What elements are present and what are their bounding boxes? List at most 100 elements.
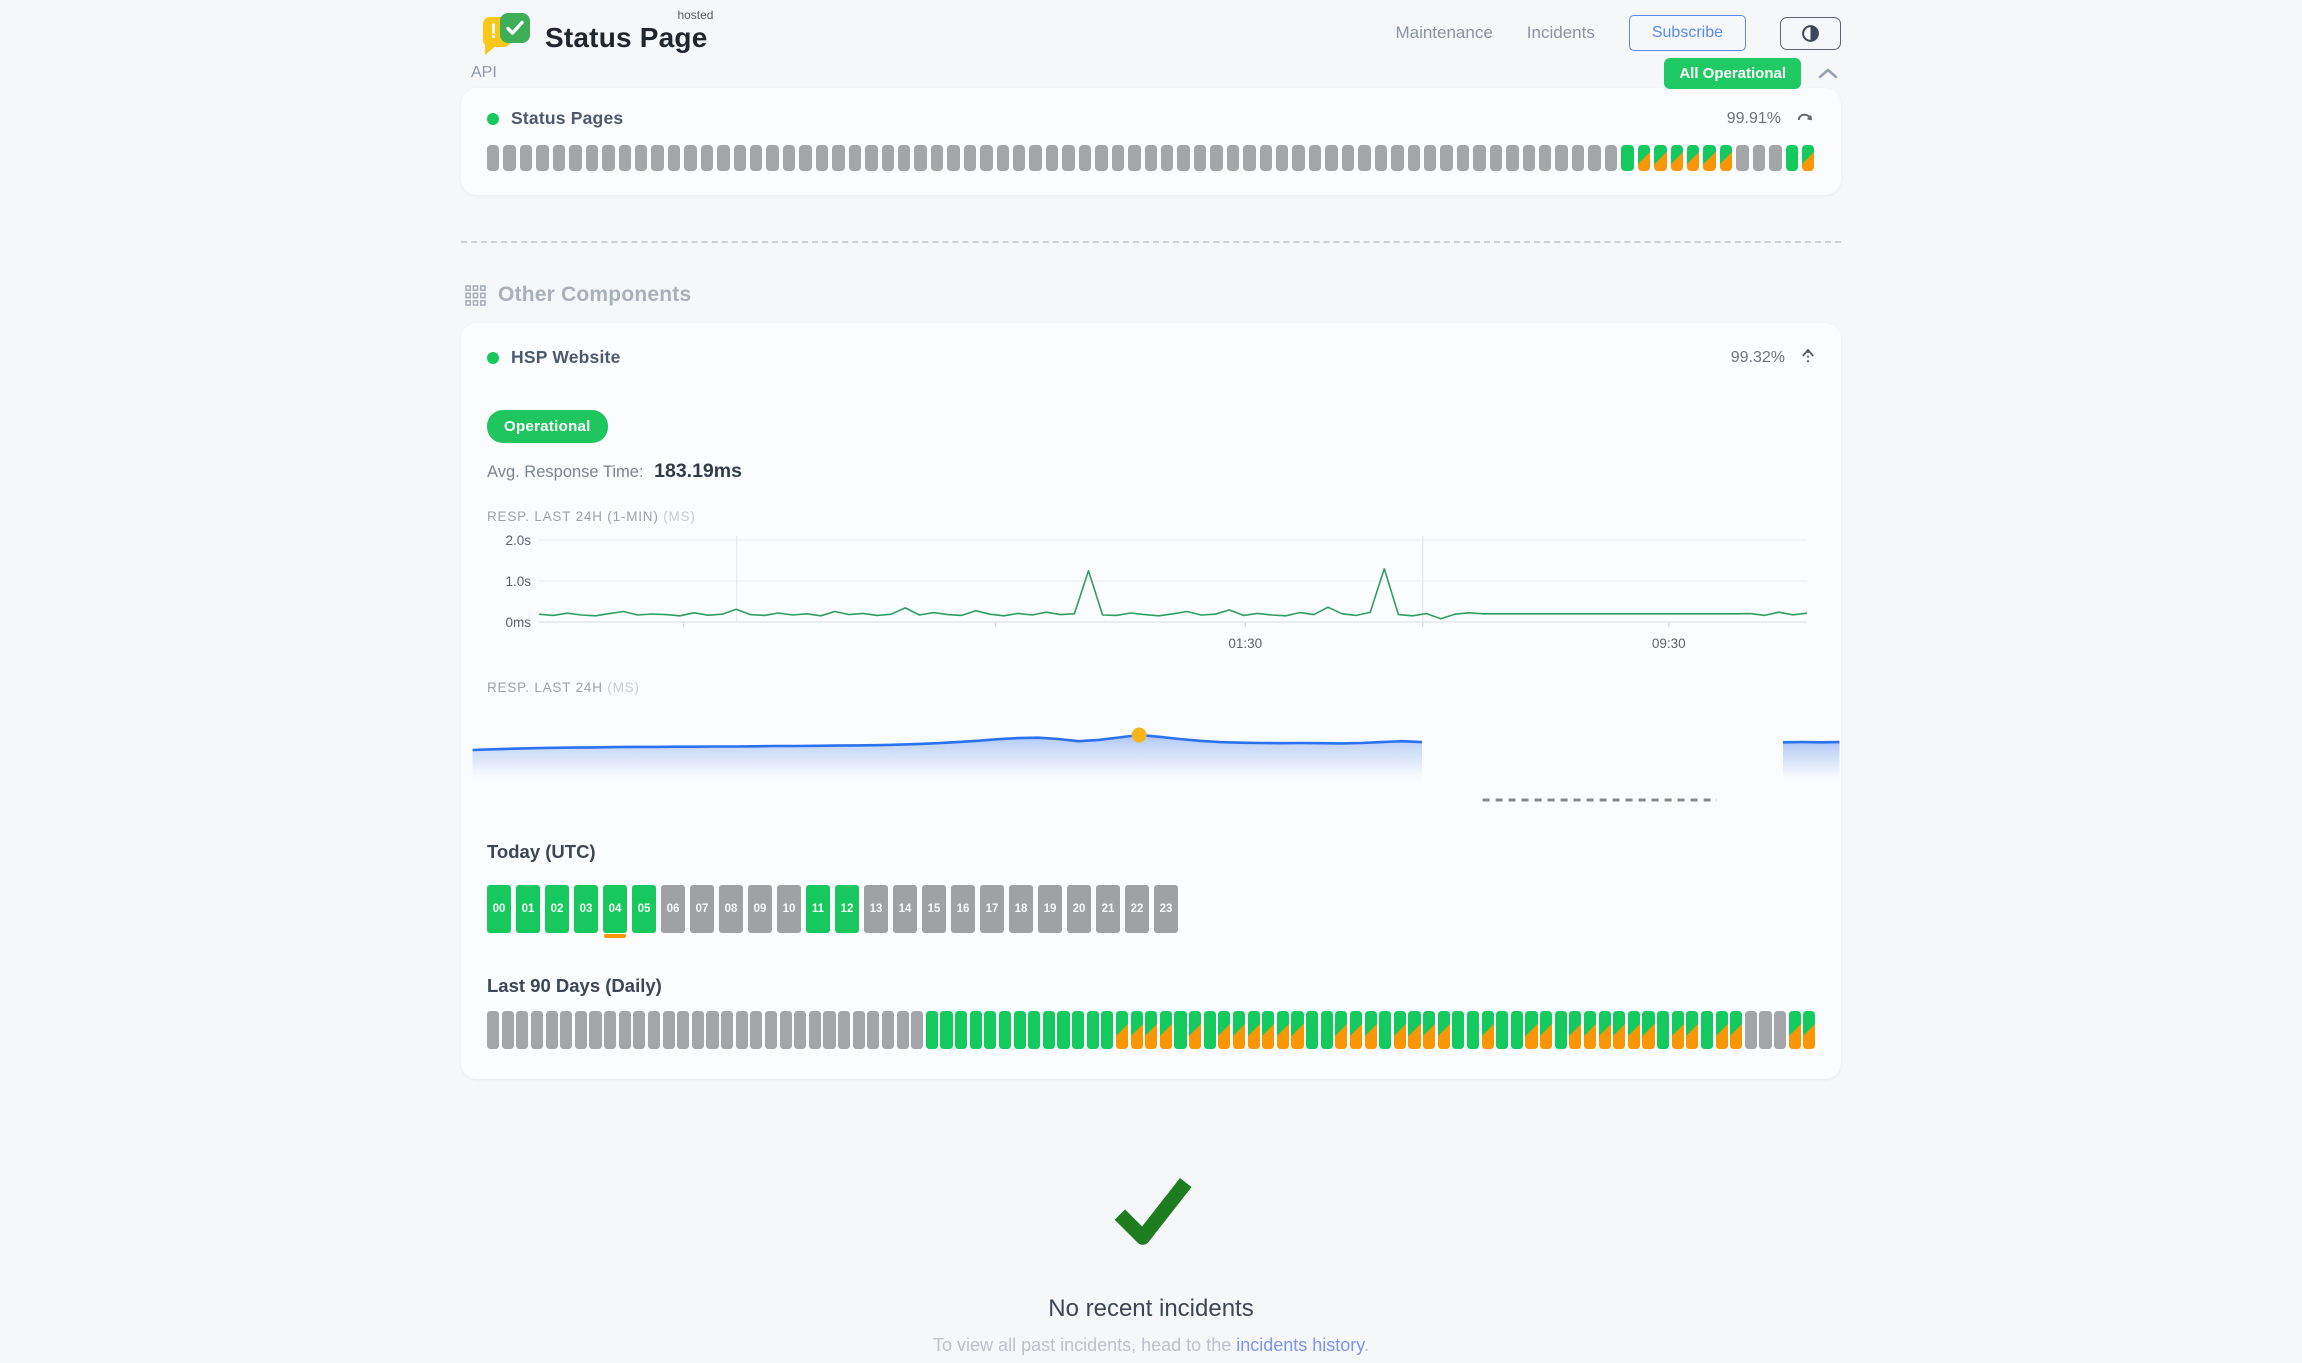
day-bar[interactable] [1174,1011,1187,1049]
hour-block-13[interactable]: 13 [864,885,888,933]
hour-block-06[interactable]: 06 [661,885,685,933]
uptime-bar[interactable] [1243,145,1256,171]
hour-block-07[interactable]: 07 [690,885,714,933]
uptime-bar[interactable] [1144,145,1157,171]
day-bar[interactable] [530,1011,543,1049]
hour-block-04[interactable]: 04 [603,885,627,938]
day-bar[interactable] [1613,1011,1626,1049]
uptime-bar[interactable] [865,145,878,171]
day-bar[interactable] [1335,1011,1348,1049]
uptime-bar[interactable] [1029,145,1042,171]
uptime-bar[interactable] [799,145,812,171]
uptime-bar[interactable] [1654,145,1667,171]
uptime-bar[interactable] [1703,145,1716,171]
uptime-bar[interactable] [963,145,977,171]
hour-block-17[interactable]: 17 [980,885,1004,933]
day-bar[interactable] [1700,1011,1713,1049]
day-bar[interactable] [779,1011,792,1049]
hour-block-15[interactable]: 15 [922,885,946,933]
hour-block-18[interactable]: 18 [1009,885,1033,933]
uptime-bar[interactable] [897,145,911,171]
day-bar[interactable] [838,1011,851,1049]
uptime-bar[interactable] [1506,145,1519,171]
day-bar[interactable] [735,1011,748,1049]
hour-block-20[interactable]: 20 [1067,885,1091,933]
uptime-bar[interactable] [700,145,714,171]
hour-block-11[interactable]: 11 [806,885,830,933]
day-bar[interactable] [940,1011,953,1049]
hour-block-12[interactable]: 12 [835,885,859,933]
day-bar[interactable] [1671,1011,1684,1049]
day-bar[interactable] [955,1011,968,1049]
uptime-bar[interactable] [1325,145,1338,171]
uptime-bar[interactable] [1210,145,1223,171]
uptime-bar[interactable] [1637,145,1651,171]
response-time-area-chart[interactable] [467,699,1845,815]
uptime-bar[interactable] [1489,145,1503,171]
day-bar[interactable] [1306,1011,1319,1049]
uptime-bar[interactable] [832,145,845,171]
day-bar[interactable] [1086,1011,1099,1049]
day-bar[interactable] [1013,1011,1026,1049]
uptime-bar[interactable] [1062,145,1075,171]
day-bar[interactable] [1715,1011,1728,1049]
uptime-bar[interactable] [519,145,533,171]
day-bar[interactable] [1525,1011,1538,1049]
day-bar[interactable] [560,1011,573,1049]
day-bar[interactable] [1247,1011,1260,1049]
uptime-bar[interactable] [848,145,862,171]
day-bar[interactable] [1803,1011,1816,1049]
response-time-line-chart[interactable]: 2.0s 1.0s 0ms 01:30 09:30 [487,532,1813,654]
day-bar[interactable] [574,1011,587,1049]
uptime-bar[interactable] [1440,145,1453,171]
day-bar[interactable] [969,1011,982,1049]
uptime-bar[interactable] [947,145,960,171]
uptime-bar[interactable] [1604,145,1618,171]
day-bar[interactable] [545,1011,558,1049]
day-bar[interactable] [1452,1011,1465,1049]
day-bar[interactable] [516,1011,529,1049]
day-bar[interactable] [1730,1011,1743,1049]
uptime-bar[interactable] [1341,145,1355,171]
uptime-bar[interactable] [503,145,516,171]
day-bar[interactable] [984,1011,997,1049]
hour-block-19[interactable]: 19 [1038,885,1062,933]
day-bar[interactable] [867,1011,880,1049]
uptime-bar[interactable] [1686,145,1700,171]
uptime-bar[interactable] [750,145,763,171]
day-bar[interactable] [1774,1011,1787,1049]
uptime-bar[interactable] [1226,145,1240,171]
day-bar[interactable] [1379,1011,1392,1049]
hour-block-02[interactable]: 02 [545,885,569,933]
day-bar[interactable] [1408,1011,1421,1049]
uptime-bar[interactable] [996,145,1009,171]
day-bar[interactable] [1291,1011,1304,1049]
uptime-bar[interactable] [815,145,829,171]
uptime-bar[interactable] [1522,145,1535,171]
uptime-bar[interactable] [1407,145,1420,171]
day-bar[interactable] [589,1011,602,1049]
day-bar[interactable] [691,1011,704,1049]
uptime-bar[interactable] [1588,145,1601,171]
uptime-bar[interactable] [1111,145,1125,171]
uptime-bar[interactable] [1177,145,1190,171]
uptime-bar[interactable] [1621,145,1634,171]
uptime-bar[interactable] [1785,145,1798,171]
uptime-bar[interactable] [1276,145,1289,171]
hour-block-05[interactable]: 05 [632,885,656,933]
uptime-bar[interactable] [930,145,944,171]
day-bar[interactable] [764,1011,777,1049]
hour-block-08[interactable]: 08 [719,885,743,933]
day-bar[interactable] [1598,1011,1611,1049]
day-bar[interactable] [1496,1011,1509,1049]
refresh-icon[interactable] [1797,111,1815,126]
hour-block-01[interactable]: 01 [516,885,540,933]
day-bar[interactable] [604,1011,617,1049]
chevron-up-icon[interactable] [1817,67,1839,80]
day-bar[interactable] [1218,1011,1231,1049]
day-bar[interactable] [1189,1011,1202,1049]
day-bar[interactable] [1130,1011,1143,1049]
day-bar[interactable] [881,1011,894,1049]
day-bar[interactable] [1101,1011,1114,1049]
day-bar[interactable] [1759,1011,1772,1049]
